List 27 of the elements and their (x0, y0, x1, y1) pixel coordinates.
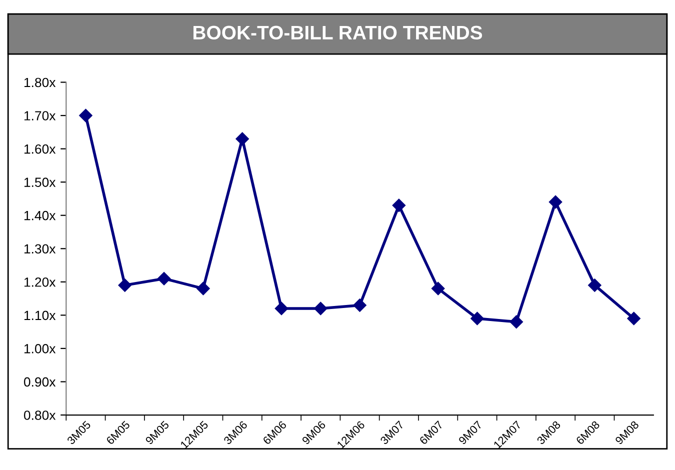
point (157, 272, 171, 286)
point (548, 195, 562, 209)
point (431, 282, 445, 296)
point (79, 108, 92, 122)
y-tick-label: 0.80x (24, 410, 56, 420)
y-tick-label: 1.00x (24, 344, 56, 354)
y-tick-label: 1.60x (24, 144, 56, 154)
y-tick-label: 1.50x (24, 178, 56, 187)
point (196, 282, 210, 296)
point (314, 302, 328, 316)
point (274, 302, 288, 316)
y-tick-label: 1.10x (24, 310, 56, 320)
point (627, 312, 640, 326)
point (470, 312, 484, 326)
point (236, 132, 249, 146)
y-tick-label: 1.30x (24, 244, 56, 254)
chart-title: BOOK-TO-BILL RATIO TRENDS (194, 26, 482, 40)
point (510, 315, 523, 328)
point (588, 278, 602, 292)
point (118, 278, 132, 292)
y-tick-label: 0.90x (24, 377, 56, 387)
y-tick-label: 1.40x (24, 210, 56, 220)
point (392, 198, 406, 212)
y-tick-label: 1.80x (24, 78, 56, 88)
y-tick-label: 1.20x (24, 277, 56, 287)
point (353, 298, 366, 312)
y-tick-label: 1.70x (24, 111, 56, 120)
